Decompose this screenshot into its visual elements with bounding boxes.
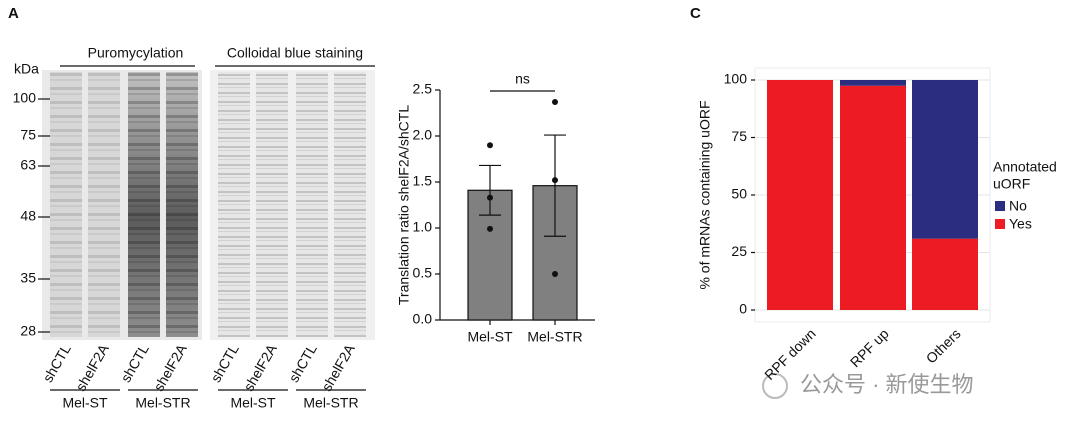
y-tick-label: 50 bbox=[731, 186, 747, 202]
lane bbox=[256, 72, 288, 337]
watermark: 公众号 · 新使生物 bbox=[800, 372, 974, 397]
y-tick-label: 0.5 bbox=[413, 265, 433, 281]
y-tick-label: 1.5 bbox=[413, 173, 433, 189]
marker-label: 28 bbox=[20, 323, 36, 339]
data-point bbox=[487, 225, 493, 232]
lane bbox=[334, 72, 366, 337]
marker-label: 100 bbox=[13, 90, 37, 106]
y-axis-label: Translation ratio shelF2A/shCTL bbox=[396, 105, 412, 305]
bar-segment bbox=[912, 80, 978, 239]
data-point bbox=[552, 98, 558, 105]
y-tick-label: 2.5 bbox=[413, 81, 433, 97]
panel-label: A bbox=[8, 5, 19, 22]
marker-label: 75 bbox=[20, 127, 36, 143]
bar-segment bbox=[767, 80, 833, 310]
y-tick-label: 0 bbox=[739, 301, 747, 317]
lane-label: shCTL bbox=[39, 341, 74, 385]
lane-label: shCTL bbox=[117, 341, 152, 385]
panel-label: C bbox=[690, 5, 701, 22]
lane bbox=[50, 72, 82, 337]
group-label: Mel-ST bbox=[230, 395, 276, 411]
x-tick-label: Mel-ST bbox=[467, 329, 513, 345]
group-label: Mel-ST bbox=[62, 395, 108, 411]
lane-shade bbox=[128, 72, 160, 337]
bar-segment bbox=[912, 238, 978, 310]
data-point bbox=[487, 142, 493, 149]
lane-label: shCTL bbox=[207, 341, 242, 385]
y-axis-label: % of mRNAs containing uORF bbox=[697, 100, 713, 289]
lane-label: shelF2A bbox=[150, 341, 190, 394]
lane bbox=[296, 72, 328, 337]
group-label: Mel-STR bbox=[303, 395, 358, 411]
watermark-icon bbox=[762, 373, 788, 399]
lane bbox=[88, 72, 120, 337]
lane-label: shelF2A bbox=[72, 341, 112, 394]
x-tick-label: Others bbox=[923, 325, 964, 366]
blot-title: Puromycylation bbox=[88, 45, 184, 61]
blot-title: Colloidal blue staining bbox=[227, 45, 363, 61]
y-tick-label: 1.0 bbox=[413, 219, 433, 235]
y-tick-label: 100 bbox=[724, 71, 748, 87]
lane bbox=[218, 72, 250, 337]
lane-label: shCTL bbox=[285, 341, 320, 385]
y-tick-label: 0.0 bbox=[413, 311, 433, 327]
data-point bbox=[487, 194, 493, 201]
legend-swatch bbox=[995, 201, 1005, 211]
lane-label: shelF2A bbox=[240, 341, 280, 394]
bar-segment bbox=[840, 80, 906, 86]
marker-label: 48 bbox=[20, 208, 36, 224]
marker-label: 63 bbox=[20, 157, 36, 173]
legend-title: Annotated bbox=[993, 159, 1057, 175]
y-tick-label: 75 bbox=[731, 128, 747, 144]
group-label: Mel-STR bbox=[135, 395, 190, 411]
x-tick-label: Mel-STR bbox=[527, 329, 582, 345]
legend-swatch bbox=[995, 219, 1005, 229]
lane-label: shelF2A bbox=[318, 341, 358, 394]
data-point bbox=[552, 177, 558, 184]
marker-label: 35 bbox=[20, 270, 36, 286]
legend-title: uORF bbox=[993, 176, 1030, 192]
unit-label: kDa bbox=[14, 61, 39, 77]
legend-label: No bbox=[1009, 198, 1027, 214]
x-tick-label: RPF up bbox=[847, 325, 892, 370]
y-tick-label: 2.0 bbox=[413, 127, 433, 143]
legend-label: Yes bbox=[1009, 216, 1032, 232]
lane-shade bbox=[166, 72, 198, 337]
data-point bbox=[552, 271, 558, 277]
annotation: ns bbox=[515, 71, 530, 87]
y-tick-label: 25 bbox=[731, 243, 747, 259]
bar-segment bbox=[840, 85, 906, 310]
